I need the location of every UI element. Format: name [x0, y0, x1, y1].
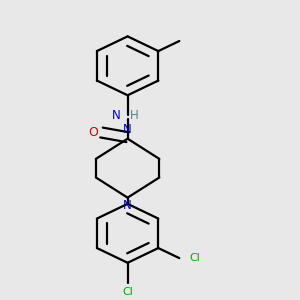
Text: N: N — [112, 109, 121, 122]
Text: H: H — [130, 109, 138, 122]
Text: N: N — [123, 123, 132, 136]
Text: Cl: Cl — [122, 287, 133, 297]
Text: N: N — [123, 199, 132, 212]
Text: O: O — [88, 126, 98, 139]
Text: Cl: Cl — [190, 253, 201, 263]
